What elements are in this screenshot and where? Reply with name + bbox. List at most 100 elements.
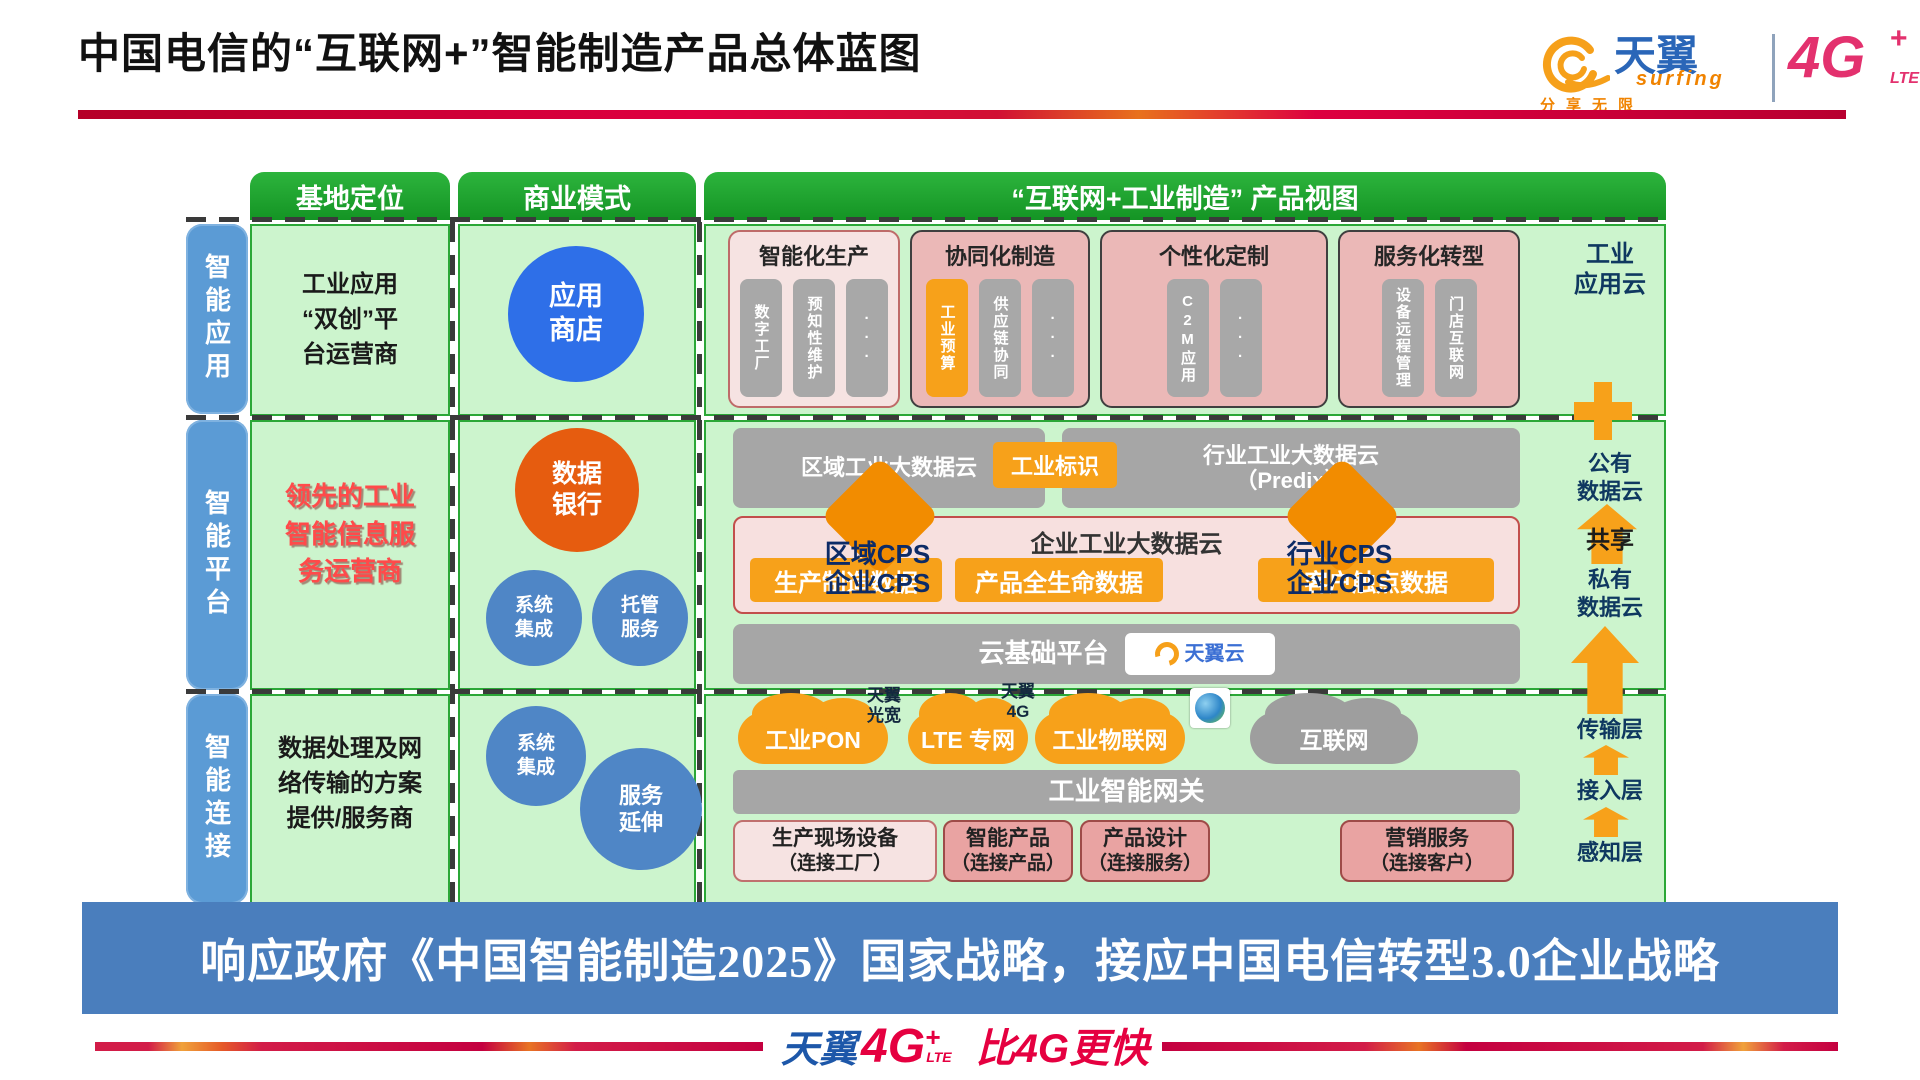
product-pill-more: ···: [1219, 279, 1262, 397]
devbox-title: 产品设计: [1103, 827, 1187, 850]
rail-smart-connection: 智能连接: [186, 694, 248, 904]
category-title: 服务化转型: [1373, 244, 1484, 269]
header-business-model: 商业模式: [458, 172, 696, 220]
devbox-title: 智能产品: [966, 827, 1050, 850]
base-text-r2: 领先的工业 智能信息服 务运营商: [284, 481, 415, 587]
cps-left: 区域CPS 企业CPS: [790, 456, 965, 599]
category-smart-production: 智能化生产 数字工厂 预知性维护 ···: [728, 230, 900, 408]
rail-transport-layer: 传输层: [1576, 717, 1643, 742]
devbox-title: 生产现场设备: [772, 827, 898, 850]
product-pill: 数字工厂: [740, 279, 782, 397]
circle-app-store: 应用 商店: [508, 246, 644, 382]
brand-surfing: surfing: [1636, 68, 1725, 90]
surfing-swirl-icon: [1542, 36, 1610, 93]
product-pill: 供应链协同: [979, 279, 1021, 397]
devbox-sub: （连接产品）: [950, 853, 1065, 875]
industry-bigdata-cloud-box: 行业工业大数据云 （Predix）: [1062, 428, 1520, 508]
cloud-label: 工业物联网: [1052, 727, 1168, 753]
pill-product-lifecycle-data: 产品全生命数据: [955, 558, 1163, 602]
brand-4g-lte: LTE: [1890, 70, 1920, 87]
title-rule: [78, 110, 1846, 119]
pill-customer-touchpoint-data: 客户触点数据: [1258, 558, 1494, 602]
cell-base-r2: [250, 420, 450, 690]
page-title: 中国电信的“互联网+”智能制造产品总体蓝图: [78, 30, 922, 77]
circle-system-integration-2: 系统 集成: [486, 706, 586, 806]
rail-private-data-cloud: 私有 数据云: [1576, 567, 1643, 620]
footer-4g-plus: +: [925, 1022, 941, 1052]
strategy-banner: 响应政府《中国智能制造2025》国家战略，接应中国电信转型3.0企业战略: [82, 902, 1838, 1014]
industrial-gateway-bar: 工业智能网关: [733, 770, 1520, 814]
footer-4g-lte: LTE: [926, 1049, 952, 1065]
iot-logo-icon: [1190, 688, 1230, 728]
cell-base-r1: [250, 224, 450, 416]
footer-line-right: [1162, 1042, 1838, 1051]
devbox-sub: （连接服务）: [1087, 853, 1202, 875]
footer-speed-slogan: 比4G更快: [975, 1027, 1149, 1071]
product-pill-more: ···: [846, 279, 888, 397]
product-pill: 设备远程管理: [1381, 279, 1424, 397]
base-text-r1: 工业应用 “双创”平 台运营商: [302, 271, 398, 368]
brand-4g: 4G: [1788, 25, 1866, 90]
cps-left-label: 区域CPS 企业CPS: [824, 539, 931, 599]
devbox-smart-products: 智能产品 （连接产品）: [943, 820, 1073, 882]
cloud-label: 互联网: [1299, 727, 1369, 753]
share-label: 共享: [1586, 527, 1634, 554]
tianyi-cloud-label: 天翼云: [1184, 642, 1245, 665]
product-pill-highlight: 工业预算: [926, 279, 968, 397]
cloud-industrial-pon: 工业PON: [738, 693, 888, 764]
category-collaborative-manufacturing: 协同化制造 工业预算 供应链协同 ···: [910, 230, 1090, 408]
dash-row1-row2: [186, 415, 1666, 420]
rail-industrial-app-cloud: 工业 应用云: [1574, 241, 1646, 298]
product-pill-more: ···: [1032, 279, 1074, 397]
category-service-transformation: 服务化转型 设备远程管理 门店互联网: [1338, 230, 1520, 408]
cloud-label: 工业PON: [765, 727, 861, 753]
tag-tianyi-4g: 天翼 4G: [1001, 682, 1035, 721]
cps-right-label: 行业CPS 企业CPS: [1286, 539, 1393, 599]
footer-logo: 天翼 4G + LTE 比4G更快: [780, 1016, 1150, 1073]
dash-row2-row3: [186, 689, 1666, 694]
footer-4g: 4G: [861, 1020, 926, 1073]
cloud-base-platform-bar: 云基础平台 天翼云: [733, 624, 1520, 684]
header-product-view: “互联网+工业制造” 产品视图: [704, 172, 1666, 220]
tag-tianyi-broadband: 天翼 光宽: [867, 686, 901, 725]
dash-col2-col3: [697, 222, 702, 904]
pill-production-data: 生产制造数据: [750, 558, 942, 602]
footer-line-left: [95, 1042, 763, 1051]
cloud-industrial-iot: 工业物联网: [1035, 693, 1185, 764]
devbox-production-equipment: 生产现场设备 （连接工厂）: [733, 820, 937, 882]
category-personalized-customization: 个性化定制 C2M应用 ···: [1100, 230, 1328, 408]
product-pill: 门店互联网: [1434, 279, 1477, 397]
rail-access-layer: 接入层: [1576, 778, 1643, 803]
dash-under-headers: [186, 217, 1666, 222]
brand-tianyi: 天翼: [1614, 32, 1699, 79]
cloud-lte-private-network: LTE 专网: [908, 693, 1028, 764]
cloud-internet: 互联网: [1250, 693, 1418, 764]
dash-col1-col2: [450, 222, 455, 904]
circle-system-integration-1: 系统 集成: [486, 570, 582, 666]
footer-tianyi: 天翼: [781, 1029, 858, 1071]
cps-right: 行业CPS 企业CPS: [1252, 456, 1427, 599]
iot-globe-icon: [1195, 693, 1225, 723]
tianyi-cloud-icon: [1150, 637, 1183, 671]
rail-smart-platform: 智能平台: [186, 420, 248, 690]
brand-slogan: 分享无限: [1540, 97, 1645, 114]
product-pill: 预知性维护: [793, 279, 835, 397]
cloud-label: LTE 专网: [920, 727, 1016, 753]
industry-id-box: 工业标识: [993, 442, 1117, 488]
cell-base-r3: [250, 694, 450, 904]
devbox-sub: （连接客户）: [1369, 853, 1484, 875]
base-text-r3: 数据处理及网 络传输的方案 提供/服务商: [278, 735, 422, 832]
category-title: 智能化生产: [758, 244, 869, 269]
category-title: 个性化定制: [1158, 244, 1269, 269]
rail-smart-application: 智能应用: [186, 224, 248, 414]
circle-hosting-service: 托管 服务: [592, 570, 688, 666]
devbox-product-design: 产品设计 （连接服务）: [1080, 820, 1210, 882]
header-base-positioning: 基地定位: [250, 172, 450, 220]
brand-lockup: 天翼 surfing 分享无限 4G + LTE: [1538, 22, 1919, 116]
rail-perception-layer: 感知层: [1576, 840, 1643, 865]
devbox-title: 营销服务: [1385, 827, 1469, 850]
cloud-base-label: 云基础平台: [978, 638, 1109, 669]
rail-public-data-cloud: 公有 数据云: [1576, 451, 1643, 504]
tianyi-cloud-badge: 天翼云: [1124, 633, 1275, 675]
